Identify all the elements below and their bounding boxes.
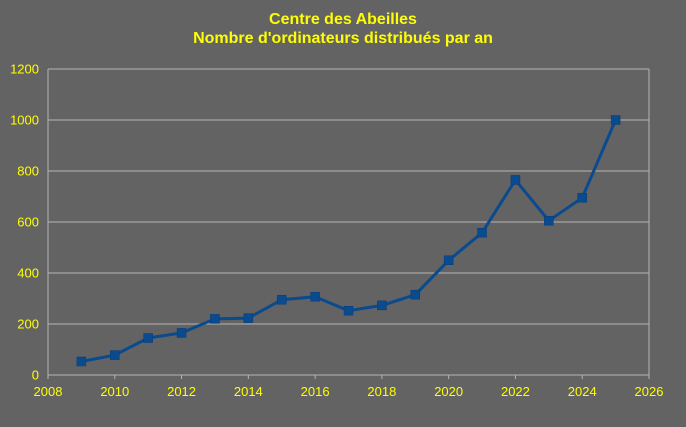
data-point-2016 xyxy=(310,291,320,302)
y-tick-label-800: 800 xyxy=(17,164,39,179)
x-tick-labels: 2008 2010 2012 2014 2016 2018 2020 2022 2024 2026 xyxy=(34,384,664,399)
x-tick-label-2010: 2010 xyxy=(100,384,129,399)
x-tick-label-2024: 2024 xyxy=(568,384,597,399)
y-tick-label-200: 200 xyxy=(17,317,39,332)
data-point-2011 xyxy=(143,333,153,343)
x-tick-label-2018: 2018 xyxy=(367,384,396,399)
chart-subtitle: Nombre d'ordinateurs distribués par an xyxy=(193,30,493,47)
x-tick-label-2008: 2008 xyxy=(34,384,63,399)
data-point-2021 xyxy=(477,227,487,238)
data-point-2024 xyxy=(577,193,587,203)
data-point-2009 xyxy=(76,356,87,367)
data-point-2010 xyxy=(110,350,120,360)
x-tick-label-2020: 2020 xyxy=(434,384,463,399)
data-point-2022 xyxy=(510,175,521,185)
y-tick-label-0: 0 xyxy=(32,368,39,383)
data-point-2012 xyxy=(176,328,187,338)
data-point-2023 xyxy=(544,215,554,226)
series xyxy=(76,115,621,367)
data-point-2017 xyxy=(343,305,354,316)
data-point-2013 xyxy=(210,314,220,324)
data-point-2018 xyxy=(377,300,387,311)
y-tick-label-400: 400 xyxy=(17,266,39,281)
y-tick-label-1200: 1200 xyxy=(10,62,39,77)
x-tick-label-2014: 2014 xyxy=(234,384,263,399)
y-tick-labels: 0 200 400 600 800 1000 1200 xyxy=(10,62,39,383)
data-point-2025 xyxy=(610,115,621,125)
chart-title: Centre des Abeilles xyxy=(269,11,417,28)
x-tick-label-2026: 2026 xyxy=(635,384,664,399)
data-point-2015 xyxy=(276,295,287,305)
x-tick-label-2012: 2012 xyxy=(167,384,196,399)
data-point-2020 xyxy=(443,255,454,265)
data-point-2019 xyxy=(410,289,421,300)
axes xyxy=(47,69,650,379)
y-tick-label-600: 600 xyxy=(17,215,39,230)
data-point-2014 xyxy=(243,313,254,323)
series-line-0 xyxy=(81,119,617,363)
y-tick-label-1000: 1000 xyxy=(10,113,39,128)
x-tick-label-2016: 2016 xyxy=(301,384,330,399)
grid-lines xyxy=(48,68,649,325)
x-tick-label-2022: 2022 xyxy=(501,384,530,399)
